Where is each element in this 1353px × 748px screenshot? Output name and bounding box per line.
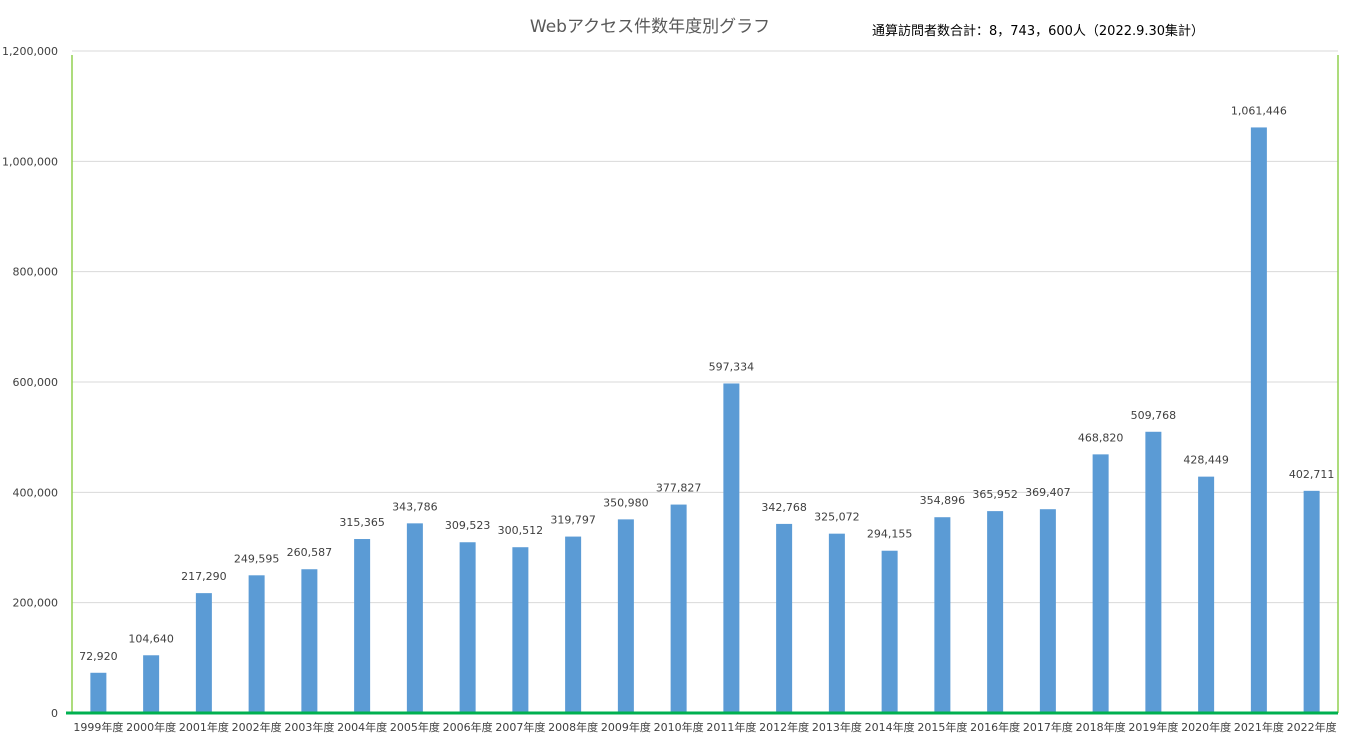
data-label: 217,290 [181,570,227,583]
total-visitors-annotation: 通算訪問者数合計：8，743，600人（2022.9.30集計） [872,24,1205,39]
bar [195,593,212,713]
bar [723,383,740,713]
data-label: 309,523 [445,519,491,532]
bar [1250,127,1267,714]
bar [1145,431,1162,713]
x-tick-label: 2016年度 [970,720,1020,734]
bar [565,536,582,713]
x-tick-label: 2007年度 [495,720,545,734]
chart-title: Webアクセス件数年度別グラフ [529,17,771,37]
x-tick-label: 2014年度 [865,720,915,734]
y-tick-label: 600,000 [13,376,59,389]
data-label: 350,980 [603,496,649,509]
data-label: 597,334 [709,360,755,373]
data-label: 315,365 [339,516,385,529]
x-tick-label: 2011年度 [706,720,756,734]
x-tick-label: 1999年度 [73,720,123,734]
data-label: 428,449 [1183,454,1229,467]
bar [354,539,371,713]
data-label: 1,061,446 [1231,104,1287,117]
x-tick-label: 2021年度 [1234,720,1284,734]
x-tick-label: 2017年度 [1023,720,1073,734]
data-label: 343,786 [392,500,438,513]
x-tick-label: 2012年度 [759,720,809,734]
x-tick-label: 2019年度 [1128,720,1178,734]
bar [512,547,529,713]
data-label: 365,952 [972,488,1018,501]
data-label: 249,595 [234,552,280,565]
y-tick-label: 400,000 [13,486,59,499]
bar [406,523,423,713]
x-tick-label: 2004年度 [337,720,387,734]
x-tick-label: 2010年度 [654,720,704,734]
x-tick-label: 2002年度 [232,720,282,734]
x-tick-label: 2008年度 [548,720,598,734]
bar [143,655,160,713]
data-label: 72,920 [79,650,118,663]
x-tick-label: 2018年度 [1076,720,1126,734]
bar [301,569,318,713]
y-tick-label: 0 [51,707,58,720]
bar [248,575,265,713]
bar [1092,454,1109,713]
bar [828,533,845,713]
x-tick-label: 2003年度 [284,720,334,734]
x-tick-label: 2020年度 [1181,720,1231,734]
bar [1198,476,1215,713]
bar [987,511,1004,713]
data-label: 104,640 [128,632,174,645]
bar [617,519,634,713]
data-label: 300,512 [498,524,544,537]
y-tick-label: 1,200,000 [2,45,58,58]
data-label: 402,711 [1289,468,1335,481]
x-tick-label: 2015年度 [917,720,967,734]
bar [90,672,107,713]
data-label: 260,587 [287,546,333,559]
data-label: 354,896 [920,494,966,507]
data-label: 468,820 [1078,431,1124,444]
bar [776,523,793,713]
y-tick-label: 800,000 [13,266,59,279]
data-label: 509,768 [1131,409,1177,422]
bar [934,517,951,713]
x-tick-label: 2005年度 [390,720,440,734]
bar [1039,509,1056,713]
data-label: 319,797 [550,514,596,527]
y-tick-label: 1,000,000 [2,155,58,168]
data-label: 377,827 [656,482,702,495]
bar [1303,490,1320,713]
x-tick-label: 2022年度 [1287,720,1337,734]
data-label: 325,072 [814,511,860,524]
bar [459,542,476,713]
x-tick-label: 2009年度 [601,720,651,734]
data-label: 342,768 [761,501,807,514]
x-tick-label: 2013年度 [812,720,862,734]
x-tick-label: 2006年度 [443,720,493,734]
bar [670,504,687,713]
x-tick-label: 2001年度 [179,720,229,734]
data-label: 294,155 [867,528,913,541]
data-label: 369,407 [1025,486,1071,499]
bar [881,550,898,713]
y-tick-label: 200,000 [13,597,59,610]
x-tick-label: 2000年度 [126,720,176,734]
